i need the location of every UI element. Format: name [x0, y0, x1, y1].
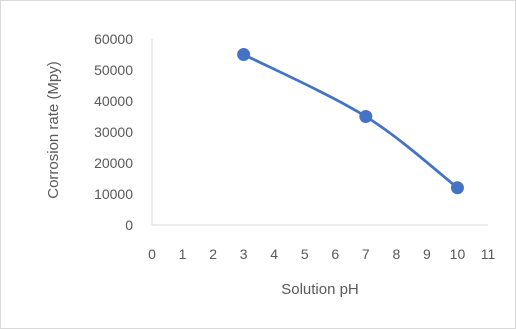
x-tick-labels: 0 1 2 3 4 5 6 7 8 9 10 11: [148, 246, 495, 262]
x-tick-label: 5: [301, 246, 309, 262]
y-tick-label: 40000: [94, 93, 133, 109]
y-tick-label: 0: [125, 217, 133, 233]
data-point: [359, 110, 373, 123]
data-points: [237, 48, 464, 195]
y-tick-label: 30000: [94, 124, 133, 140]
data-point: [450, 181, 464, 195]
x-tick-label: 3: [240, 246, 248, 262]
x-tick-label: 10: [450, 246, 466, 262]
x-tick-label: 6: [331, 246, 339, 262]
x-tick-label: 2: [209, 246, 217, 262]
y-tick-label: 20000: [94, 155, 133, 171]
data-point: [237, 48, 251, 61]
y-tick-label: 10000: [94, 186, 133, 202]
x-axis-title: Solution pH: [281, 281, 359, 298]
x-tick-label: 8: [392, 246, 400, 262]
y-tick-labels: 0 10000 20000 30000 40000 50000 60000: [94, 31, 133, 233]
y-tick-label: 50000: [94, 62, 133, 78]
x-tick-label: 7: [362, 246, 370, 262]
x-tick-label: 4: [270, 246, 278, 262]
y-tick-label: 60000: [94, 31, 133, 47]
x-tick-label: 0: [148, 246, 156, 262]
x-tick-label: 1: [179, 246, 187, 262]
x-tick-label: 11: [481, 246, 496, 262]
x-tick-label: 9: [423, 246, 431, 262]
y-axis-title: Corrosion rate (Mpy): [45, 61, 62, 199]
series-line: [242, 53, 459, 190]
